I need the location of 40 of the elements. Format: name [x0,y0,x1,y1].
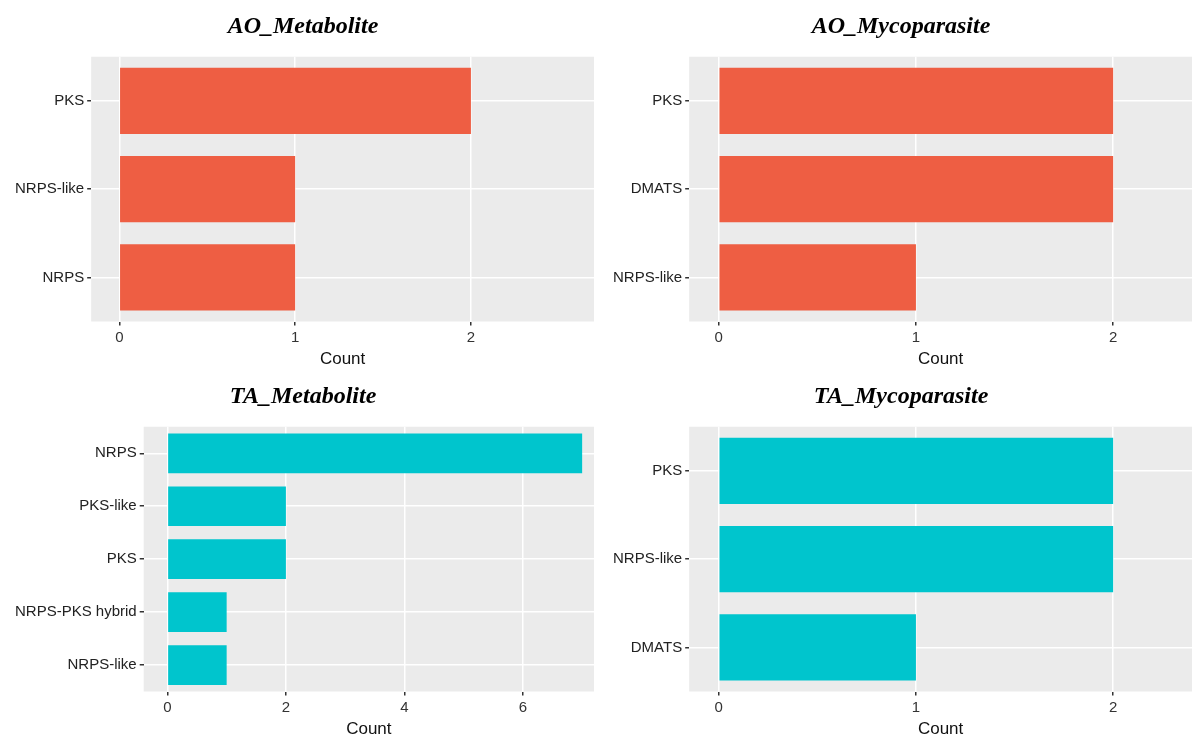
y-tick-label: NRPS-like [612,549,683,567]
y-tick-label: DMATS [630,179,683,197]
x-tick-label: 1 [911,327,921,345]
x-tick-label: 0 [115,327,124,345]
y-tick-label: PKS-like [79,496,137,514]
y-tick-label: NRPS-like [67,655,137,673]
chart-title: AO_Metabolite [225,11,379,38]
y-tick-label: PKS [106,549,137,567]
x-tick-label: 4 [400,697,409,715]
y-tick-label: NRPS-like [14,179,85,197]
chart-title: TA_Mycoparasite [813,381,989,408]
x-axis-title: Count [319,349,366,369]
x-axis-title: Count [917,719,964,739]
y-tick-label: NRPS [95,443,137,461]
y-tick-label: NRPS-PKS hybrid [14,602,137,620]
chart-title: TA_Metabolite [229,381,377,408]
bar [168,645,227,685]
y-tick-label: DMATS [630,637,683,655]
x-tick-label: 1 [911,697,921,715]
x-tick-label: 2 [1108,327,1118,345]
y-tick-label: NRPS [42,267,85,285]
x-tick-label: 0 [714,697,723,715]
y-tick-label: PKS [54,91,85,109]
y-tick-label: PKS [652,91,683,109]
y-tick-label: PKS [652,461,683,479]
x-tick-label: 0 [163,697,172,715]
x-axis-title: Count [917,349,964,369]
y-tick-label: NRPS-like [612,267,683,285]
bar [168,433,583,474]
bar [168,486,286,527]
chart-title: AO_Mycoparasite [809,11,991,38]
x-tick-label: 1 [290,327,300,345]
x-axis-title: Count [346,719,392,739]
bar [168,539,286,580]
bar [168,592,227,633]
x-tick-label: 0 [714,327,723,345]
x-tick-label: 2 [1108,697,1118,715]
x-tick-label: 2 [281,697,291,715]
x-tick-label: 2 [466,327,476,345]
x-tick-label: 6 [518,697,528,715]
